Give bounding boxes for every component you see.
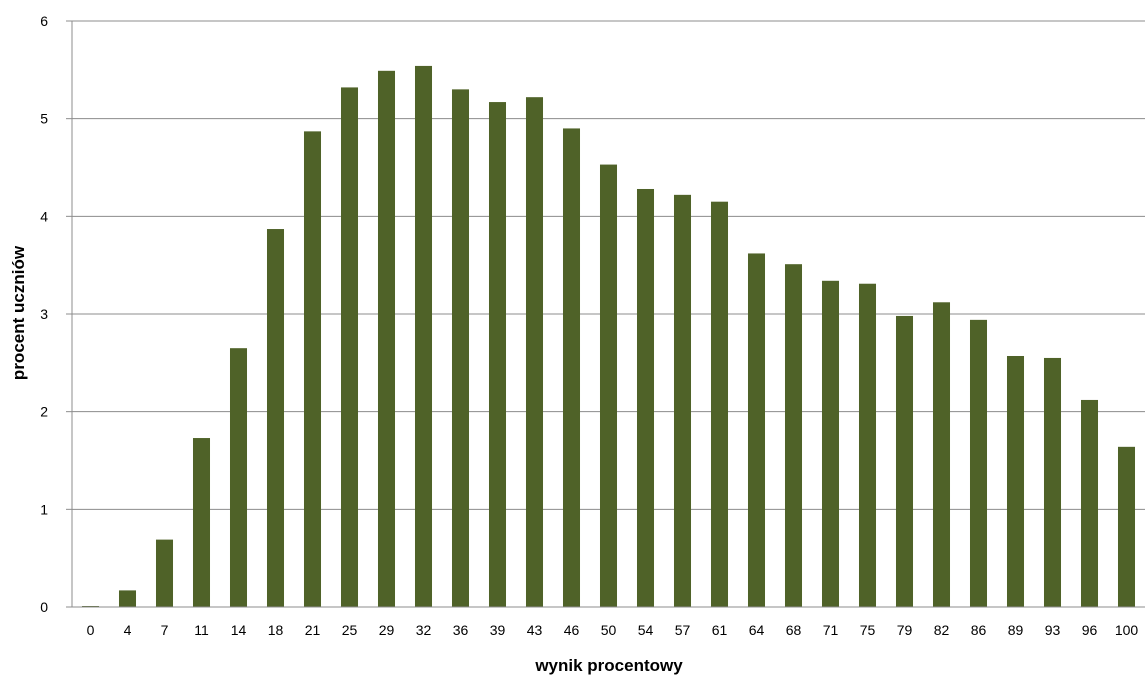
bar bbox=[525, 97, 544, 608]
bar bbox=[821, 280, 840, 607]
x-tick-label: 18 bbox=[268, 622, 284, 638]
x-tick-labels: 0 4 7 11 14 18 21 25 29 32 36 39 43 46 50 54 57 61 64 68 71 7… bbox=[87, 622, 1139, 638]
x-tick-label: 57 bbox=[675, 622, 691, 638]
x-tick-label: 43 bbox=[527, 622, 543, 638]
bar bbox=[229, 348, 248, 607]
bar bbox=[562, 128, 581, 607]
x-tick-label: 0 bbox=[87, 622, 95, 638]
bar bbox=[858, 283, 877, 607]
bar bbox=[1043, 357, 1062, 607]
x-tick-label: 89 bbox=[1008, 622, 1024, 638]
x-tick-label: 32 bbox=[416, 622, 432, 638]
x-tick-label: 93 bbox=[1045, 622, 1061, 638]
x-axis-title: wynik procentowy bbox=[534, 656, 683, 675]
x-tick-label: 21 bbox=[305, 622, 321, 638]
bar bbox=[303, 131, 322, 607]
x-tick-label: 50 bbox=[601, 622, 617, 638]
y-tick-label: 1 bbox=[40, 501, 48, 517]
bar bbox=[377, 70, 396, 607]
bar bbox=[488, 102, 507, 608]
y-tick-label: 3 bbox=[40, 306, 48, 322]
x-tick-label: 46 bbox=[564, 622, 580, 638]
bar bbox=[969, 319, 988, 607]
x-tick-label: 4 bbox=[124, 622, 132, 638]
x-tick-label: 100 bbox=[1115, 622, 1139, 638]
x-tick-label: 11 bbox=[194, 622, 209, 638]
x-tick-label: 75 bbox=[860, 622, 876, 638]
bar bbox=[155, 539, 174, 607]
bar bbox=[1006, 355, 1025, 607]
x-tick-label: 29 bbox=[379, 622, 395, 638]
y-axis-title: procent uczniów bbox=[9, 245, 28, 380]
bar bbox=[599, 164, 618, 607]
x-tick-label: 36 bbox=[453, 622, 469, 638]
x-tick-label: 39 bbox=[490, 622, 506, 638]
bar bbox=[895, 315, 914, 607]
x-tick-label: 86 bbox=[971, 622, 987, 638]
x-tick-label: 71 bbox=[823, 622, 839, 638]
bar bbox=[636, 188, 655, 607]
y-tick-label: 6 bbox=[40, 13, 48, 29]
bar bbox=[414, 65, 433, 608]
x-tick-label: 79 bbox=[897, 622, 913, 638]
y-tick-label: 4 bbox=[40, 208, 48, 224]
x-tick-label: 64 bbox=[749, 622, 765, 638]
bar bbox=[784, 264, 803, 607]
y-tick-label: 2 bbox=[40, 404, 48, 420]
y-tick-label: 5 bbox=[40, 111, 48, 127]
y-tick-labels: 0 1 2 3 4 5 6 bbox=[40, 13, 48, 615]
bar bbox=[266, 229, 285, 607]
bar bbox=[710, 201, 729, 607]
bar bbox=[192, 438, 211, 607]
axes bbox=[66, 20, 1145, 608]
x-tick-label: 68 bbox=[786, 622, 802, 638]
x-tick-label: 7 bbox=[161, 622, 169, 638]
x-tick-label: 96 bbox=[1082, 622, 1098, 638]
bar bbox=[118, 590, 137, 607]
x-tick-label: 54 bbox=[638, 622, 654, 638]
y-tick-label: 0 bbox=[40, 599, 48, 615]
bar bbox=[1080, 399, 1099, 607]
x-tick-label: 14 bbox=[231, 622, 247, 638]
x-tick-label: 61 bbox=[712, 622, 728, 638]
bar bbox=[673, 194, 692, 607]
bar bbox=[1117, 446, 1136, 607]
bar bbox=[747, 253, 766, 608]
bar bbox=[451, 89, 470, 607]
x-tick-label: 82 bbox=[934, 622, 950, 638]
bar bbox=[932, 302, 951, 607]
bar bbox=[340, 87, 359, 607]
x-tick-label: 25 bbox=[342, 622, 358, 638]
bars bbox=[81, 65, 1136, 608]
